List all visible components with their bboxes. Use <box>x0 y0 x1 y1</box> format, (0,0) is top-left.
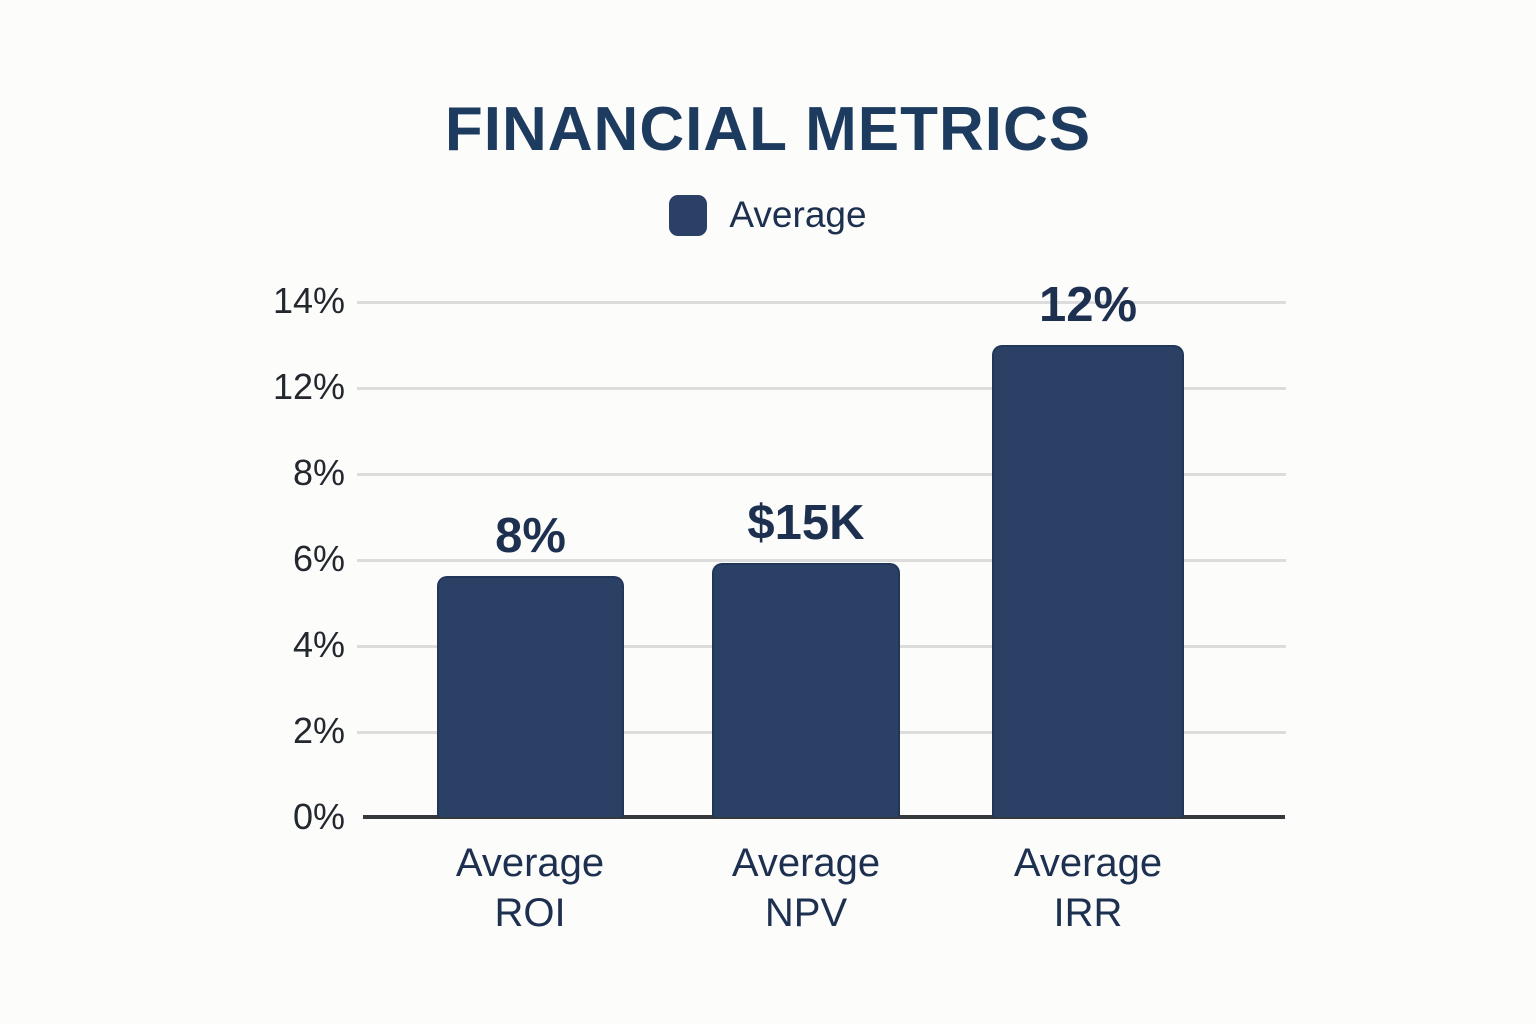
x-axis-category-line: ROI <box>494 891 566 935</box>
x-axis-category-line: IRR <box>1053 891 1123 935</box>
x-axis-category-label: Average ROI <box>380 838 680 938</box>
y-axis-tick-label: 6% <box>292 538 345 579</box>
x-axis-category-line: Average <box>1013 841 1163 885</box>
legend-label: Average <box>729 194 867 235</box>
gridline <box>357 301 1286 304</box>
bar-value-label: $15K <box>747 496 865 550</box>
gridline <box>357 559 1286 562</box>
x-axis-line <box>363 815 1285 819</box>
x-axis-category-line: Average <box>731 841 881 885</box>
x-axis-category-line: NPV <box>764 891 848 935</box>
y-axis-tick-label: 14% <box>272 280 345 321</box>
y-axis-tick-label: 8% <box>292 452 345 493</box>
y-axis-tick-label: 0% <box>292 796 345 837</box>
x-axis-category-label: Average IRR <box>938 838 1238 938</box>
bar-value-label: 12% <box>1038 278 1138 332</box>
chart-title: FINANCIAL METRICS <box>444 95 1092 164</box>
y-axis-tick-label: 2% <box>292 710 345 751</box>
bar-value-label: 8% <box>495 509 566 563</box>
gridline <box>357 387 1286 390</box>
gridline <box>357 473 1286 476</box>
plot-area: 8% $15K 12% <box>357 278 1286 819</box>
y-axis-tick-label: 4% <box>292 624 345 665</box>
legend: Average <box>0 194 1536 236</box>
bar-average-npv: $15K <box>712 496 900 817</box>
x-axis-category-label: Average NPV <box>656 838 956 938</box>
bar-average-roi: 8% <box>437 509 624 817</box>
y-axis-tick-label: 12% <box>272 366 345 407</box>
x-axis-category-line: Average <box>455 841 605 885</box>
bar-average-irr: 12% <box>992 278 1184 817</box>
legend-swatch-icon <box>669 194 708 236</box>
